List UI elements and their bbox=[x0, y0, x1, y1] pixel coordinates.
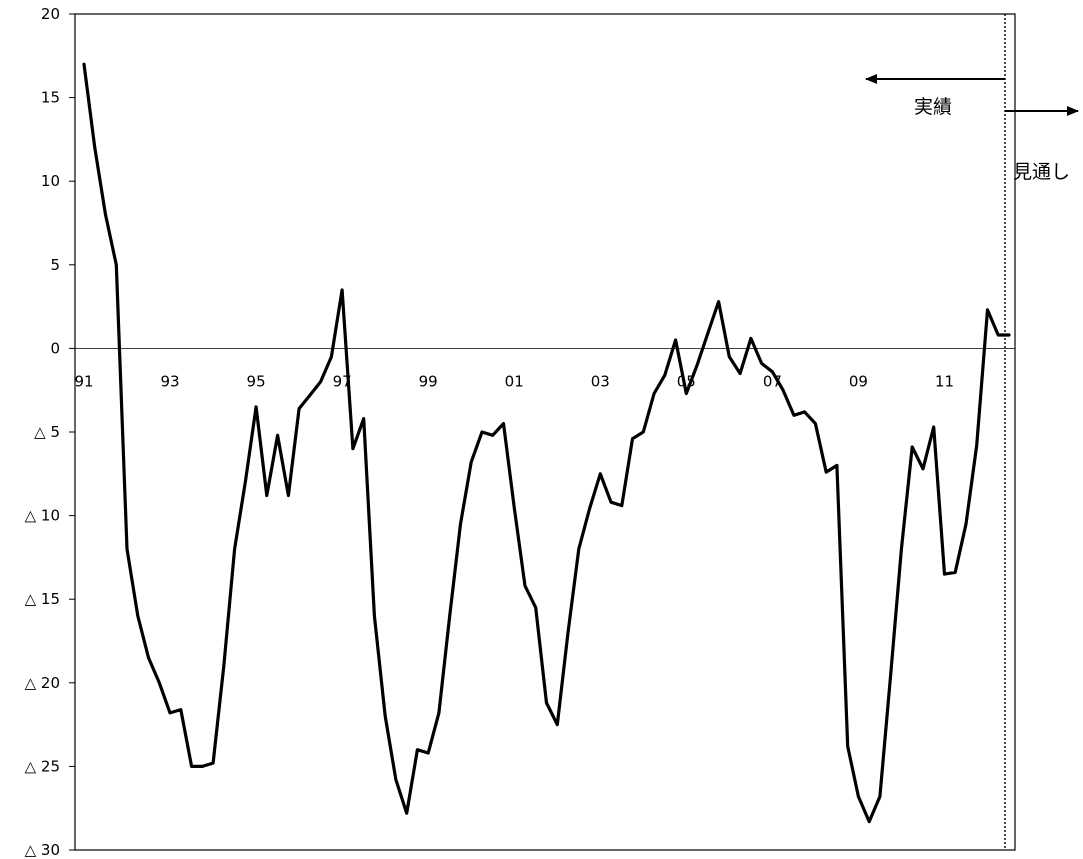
y-tick-label: 0 bbox=[50, 339, 60, 357]
y-tick-label: △ 20 bbox=[25, 674, 60, 692]
y-tick-label: 5 bbox=[50, 256, 60, 274]
x-tick-label: 03 bbox=[591, 372, 610, 390]
y-tick-label: △ 15 bbox=[25, 590, 60, 608]
y-tick-label: 10 bbox=[41, 172, 60, 190]
y-axis-labels: 20 15 10 5 0 △ 5 △ 10 △ 15 △ 20 △ 25 △ 30 bbox=[25, 5, 60, 859]
x-tick-label: 95 bbox=[247, 372, 266, 390]
y-tick-label: △ 30 bbox=[25, 841, 60, 859]
series-line bbox=[82, 62, 1011, 824]
actual-annotation-label: 実績 bbox=[914, 96, 952, 118]
y-tick-label: △ 25 bbox=[25, 757, 60, 775]
y-tick-label: △ 5 bbox=[34, 423, 60, 441]
x-tick-label: 01 bbox=[505, 372, 524, 390]
y-tick-label: 15 bbox=[41, 89, 60, 107]
y-tick-label: △ 10 bbox=[25, 507, 60, 525]
x-tick-label: 93 bbox=[160, 372, 179, 390]
x-tick-label: 99 bbox=[419, 372, 438, 390]
x-tick-label: 91 bbox=[74, 372, 93, 390]
x-tick-label: 09 bbox=[849, 372, 868, 390]
y-tick-label: 20 bbox=[41, 5, 60, 23]
x-tick-label: 11 bbox=[935, 372, 954, 390]
outlook-annotation-label: 見通し bbox=[1013, 161, 1070, 183]
y-axis bbox=[69, 13, 75, 851]
x-axis-labels: 91 93 95 97 99 01 03 05 07 09 11 bbox=[74, 372, 954, 390]
